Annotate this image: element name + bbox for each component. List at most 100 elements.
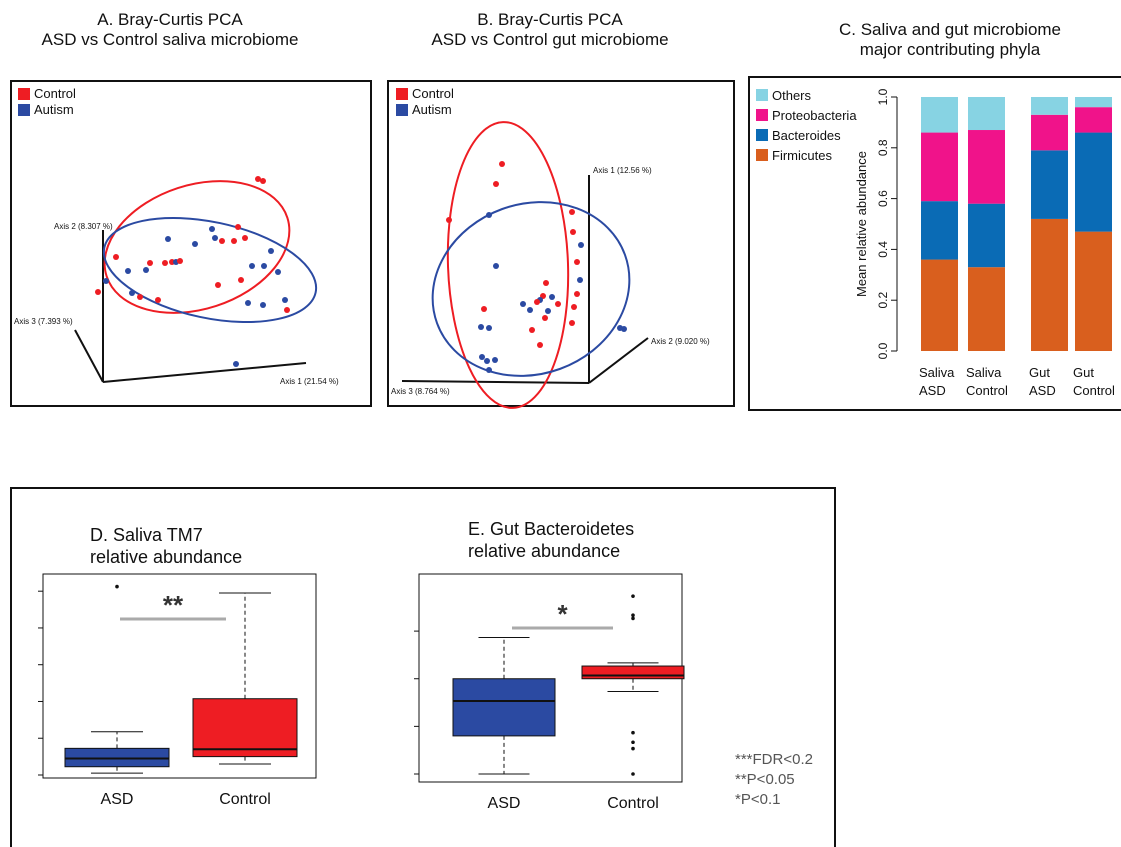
- panel-a-legend: Control Autism: [18, 86, 76, 118]
- scatter-point: [570, 229, 576, 235]
- scatter-point: [555, 301, 561, 307]
- panel-d-title: D. Saliva TM7 relative abundance: [90, 524, 242, 568]
- x-tick-label: ASD: [919, 383, 946, 398]
- scatter-point: [481, 306, 487, 312]
- bar-segment-proteobacteria: [1075, 107, 1112, 133]
- panel-b-title: B. Bray-Curtis PCA ASD vs Control gut mi…: [380, 10, 720, 50]
- scatter-point: [129, 290, 135, 296]
- x-tick-label: ASD: [101, 791, 134, 808]
- axis-3-line: [74, 329, 104, 383]
- legend-swatch-autism: [18, 104, 30, 116]
- scatter-point: [574, 259, 580, 265]
- axis-3-line: [401, 380, 590, 384]
- panel-b-frame: [387, 80, 735, 407]
- scatter-point: [155, 297, 161, 303]
- scatter-point: [534, 299, 540, 305]
- autism-ellipse: [431, 201, 631, 377]
- legend-label-control: Control: [412, 86, 454, 101]
- significance-note-p005: **P<0.05: [735, 771, 795, 788]
- legend-item-autism: Autism: [18, 102, 76, 118]
- x-tick-label: Control: [607, 795, 659, 812]
- x-tick-label: Control: [1073, 383, 1115, 398]
- panel-c-title-line1: C. Saliva and gut microbiome: [838, 20, 1062, 39]
- scatter-point: [486, 212, 492, 218]
- scatter-point: [621, 326, 627, 332]
- outlier-point: [631, 746, 635, 751]
- panel-d-title-line1: D. Saliva TM7: [90, 525, 203, 545]
- panel-a-title-line2: ASD vs Control saliva microbiome: [41, 30, 299, 49]
- scatter-point: [165, 236, 171, 242]
- panel-a-frame: [10, 80, 372, 407]
- panel-e-title: E. Gut Bacteroidetes relative abundance: [468, 518, 634, 562]
- legend-label: Bacteroides: [772, 128, 841, 143]
- outlier-point: [631, 594, 635, 598]
- scatter-point: [215, 282, 221, 288]
- scatter-point: [484, 358, 490, 364]
- legend-label: Proteobacteria: [772, 108, 857, 123]
- scatter-point: [569, 320, 575, 326]
- axis-2-label: Axis 2 (8.307 %): [54, 222, 113, 231]
- y-tick-label: 0.0: [876, 342, 890, 359]
- scatter-point: [245, 300, 251, 306]
- legend-label-autism: Autism: [412, 102, 452, 117]
- scatter-point: [478, 324, 484, 330]
- legend-swatch: [756, 149, 768, 161]
- box-control: [192, 698, 298, 758]
- scatter-point: [542, 315, 548, 321]
- panel-b-title-line1: B. Bray-Curtis PCA: [477, 10, 623, 29]
- legend-swatch: [756, 89, 768, 101]
- axis-3-label: Axis 3 (7.393 %): [14, 317, 73, 326]
- scatter-point: [147, 260, 153, 266]
- bar-segment-firmicutes: [968, 267, 1005, 351]
- bar-segment-firmicutes: [1075, 231, 1112, 351]
- legend-swatch-autism: [396, 104, 408, 116]
- panel-a-title: A. Bray-Curtis PCA ASD vs Control saliva…: [0, 10, 340, 50]
- panel-c-title: C. Saliva and gut microbiome major contr…: [790, 20, 1110, 60]
- panel-b-legend: Control Autism: [396, 86, 454, 118]
- panel-b-title-line2: ASD vs Control gut microbiome: [431, 30, 669, 49]
- panel-c-stacked-bar-chart: 0.0 0.2 0.4 0.6 0.8 1.0 Mean relative abundanc…: [756, 88, 1115, 398]
- significance-notes: ***FDR<0.2 **P<0.05 *P<0.1: [735, 750, 813, 810]
- legend-label-autism: Autism: [34, 102, 74, 117]
- scatter-point: [255, 176, 261, 182]
- scatter-point: [537, 342, 543, 348]
- legend-item-control: Control: [18, 86, 76, 102]
- scatter-point: [233, 361, 239, 367]
- scatter-point: [260, 178, 266, 184]
- bar-segment-bacteroides: [968, 203, 1005, 268]
- x-tick-label: Saliva: [966, 365, 1002, 380]
- axis-2-label: Axis 2 (9.020 %): [651, 337, 710, 346]
- bar-segment-firmicutes: [1031, 218, 1068, 351]
- autism-ellipse: [102, 216, 318, 324]
- y-tick-label: 0.4: [876, 241, 890, 258]
- box-asd: [452, 678, 556, 737]
- scatter-point: [125, 268, 131, 274]
- scatter-point: [578, 242, 584, 248]
- scatter-point: [113, 254, 119, 260]
- outlier-point: [631, 772, 635, 776]
- panel-d-title-line2: relative abundance: [90, 547, 243, 567]
- significance-note-fdr: ***FDR<0.2: [735, 751, 813, 768]
- pca-b-points: [446, 161, 627, 373]
- scatter-point: [192, 241, 198, 247]
- scatter-point: [486, 367, 492, 373]
- scatter-point: [219, 238, 225, 244]
- outlier-point: [115, 584, 119, 589]
- bar-segment-others: [1075, 97, 1112, 108]
- scatter-point: [284, 307, 290, 313]
- bar-segment-others: [1031, 97, 1068, 115]
- legend-swatch-control: [18, 88, 30, 100]
- bar-segment-others: [968, 97, 1005, 131]
- bar-segment-firmicutes: [921, 259, 958, 351]
- panel-a-title-line1: A. Bray-Curtis PCA: [97, 10, 243, 29]
- scatter-point: [275, 269, 281, 275]
- x-tick-label: Control: [219, 791, 271, 808]
- outlier-point: [631, 613, 635, 618]
- scatter-point: [231, 238, 237, 244]
- scatter-point: [569, 209, 575, 215]
- scatter-point: [479, 354, 485, 360]
- scatter-point: [242, 235, 248, 241]
- legend-item-control: Control: [396, 86, 454, 102]
- x-tick-label: Control: [966, 383, 1008, 398]
- bar-segment-proteobacteria: [968, 130, 1005, 204]
